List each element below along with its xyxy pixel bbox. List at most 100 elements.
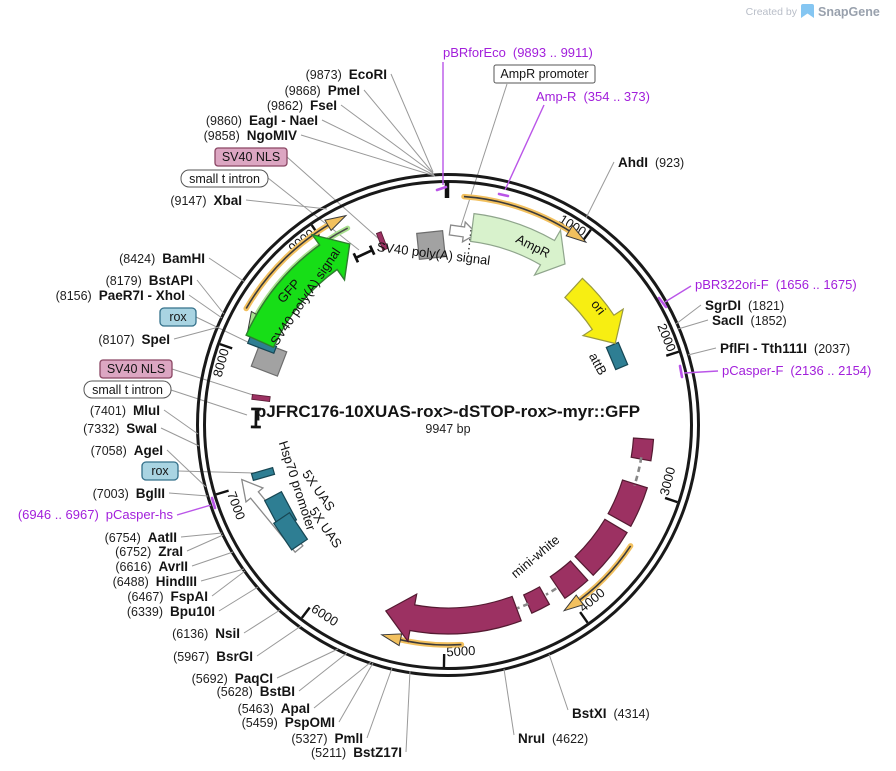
enzyme-label: (8156) PaeR7I - XhoI — [56, 288, 185, 303]
leader-line — [321, 119, 435, 176]
enzyme-label: (7332) SwaI — [83, 421, 157, 436]
primer-leader-line — [176, 504, 212, 516]
small-t-intron-feature-left — [250, 407, 262, 429]
tick-label: 6000 — [309, 601, 341, 629]
ampr-arrow — [469, 212, 566, 277]
ampr-promoter-arrow — [448, 220, 478, 244]
leader-line — [200, 568, 245, 582]
leader-line — [313, 661, 372, 709]
enzyme-label: (9873) EcoRI — [306, 67, 387, 82]
leader-line — [160, 427, 200, 447]
mini-white-segment — [522, 586, 551, 614]
primer-anchor-tick — [435, 185, 448, 192]
enzyme-label: PflFI - Tth111I (2037) — [720, 341, 850, 356]
primer-anchor-tick — [497, 192, 510, 198]
enzyme-label: (5967) BsrGI — [173, 649, 253, 664]
leader-line — [675, 304, 702, 325]
callout-rox-left: rox — [141, 461, 179, 481]
callout-small-t-intron-top: small t intron — [180, 169, 269, 188]
orf-arrow — [562, 594, 585, 612]
tick-label: 2000 — [654, 321, 679, 353]
enzyme-label: (5327) PmlI — [291, 731, 363, 746]
leader-line — [188, 294, 223, 319]
tick-mark — [579, 611, 589, 624]
leader-line — [585, 161, 615, 219]
enzyme-label: (6467) FspAI — [127, 589, 208, 604]
enzyme-label: (6616) AvrII — [115, 559, 188, 574]
enzyme-label: (8107) SpeI — [98, 332, 170, 347]
orf-arrow — [565, 224, 588, 244]
enzyme-label: (5463) ApaI — [238, 701, 310, 716]
leader-line — [180, 532, 223, 538]
enzyme-label: (9858) NgoMIV — [204, 128, 297, 143]
enzyme-label: (9860) EagI - NaeI — [206, 113, 318, 128]
enzyme-label: (8179) BstAPI — [106, 273, 193, 288]
callout-rox-top: rox — [159, 307, 197, 327]
primer-label: pCasper-F (2136 .. 2154) — [722, 363, 871, 378]
enzyme-label: (6136) NsiI — [172, 626, 240, 641]
enzyme-label: (6754) AatII — [105, 530, 177, 545]
leader-line — [338, 662, 374, 723]
enzyme-label: (6339) Bpu10I — [127, 604, 215, 619]
ori-arrow — [564, 277, 625, 345]
mini-white-connector — [516, 602, 529, 610]
leader-line — [191, 551, 234, 567]
mini-white-segment — [574, 518, 628, 577]
leader-line — [340, 104, 435, 175]
callout-label: SV40 NLS — [222, 150, 280, 164]
orf-arrow — [463, 195, 579, 237]
enzyme-label: (7058) AgeI — [91, 443, 163, 458]
callout-label: small t intron — [189, 172, 260, 186]
leader-line — [286, 156, 380, 240]
tick-mark — [582, 228, 592, 241]
leader-line — [196, 279, 225, 315]
leader-line — [276, 648, 339, 679]
leader-line — [300, 134, 436, 177]
leader-line — [548, 653, 569, 711]
callout-label: small t intron — [92, 383, 163, 397]
leader-line — [405, 670, 411, 753]
callout-small-t-intron-left: small t intron — [83, 380, 172, 399]
tick-mark — [219, 342, 233, 350]
leader-line — [166, 449, 207, 488]
gray-feature-box-top — [416, 230, 446, 260]
enzyme-label: AhdI (923) — [618, 155, 684, 170]
small-t-intron-feature-top — [352, 245, 376, 263]
enzyme-label: (9147) XbaI — [170, 193, 242, 208]
sv40-nls-feature-top — [375, 231, 389, 251]
leader-line — [218, 586, 259, 612]
leader-line — [173, 326, 220, 340]
tick-mark — [215, 489, 229, 496]
mini-white-arrow — [384, 592, 522, 643]
tick-mark — [300, 606, 311, 619]
watermark-created-by: Created by — [746, 6, 798, 18]
leader-line — [363, 89, 434, 174]
snapgene-logo-icon — [801, 4, 814, 18]
primer-anchor-tick — [657, 296, 668, 309]
orf-arrow — [324, 214, 348, 232]
attb-label: attB — [586, 350, 610, 377]
enzyme-label: (5628) BstBI — [217, 684, 295, 699]
orf-arrow — [245, 219, 338, 309]
primer-label: pBRforEco (9893 .. 9911) — [443, 45, 593, 60]
primer-leader-line — [683, 370, 719, 374]
leader-line — [390, 73, 434, 173]
leader-line — [168, 492, 209, 497]
plasmid-size: 9947 bp — [425, 422, 470, 436]
primer-label: Amp-R (354 .. 373) — [536, 89, 650, 104]
enzyme-label: (9868) PmeI — [285, 83, 360, 98]
primer-leader-line — [504, 104, 545, 191]
primer-leader-line — [664, 285, 692, 303]
enzyme-label: (9862) FseI — [267, 98, 337, 113]
leader-line — [163, 409, 199, 435]
callout-label: SV40 NLS — [107, 362, 165, 376]
leader-line — [460, 83, 508, 227]
callout-sv40-nls-top: SV40 NLS — [214, 147, 288, 167]
mini-white-segment — [630, 437, 655, 462]
enzyme-label: (7401) MluI — [90, 403, 160, 418]
leader-line — [243, 609, 281, 634]
enzyme-label: BstXI (4314) — [572, 706, 650, 721]
leader-line — [186, 534, 224, 552]
attb-feature-box — [605, 341, 629, 371]
